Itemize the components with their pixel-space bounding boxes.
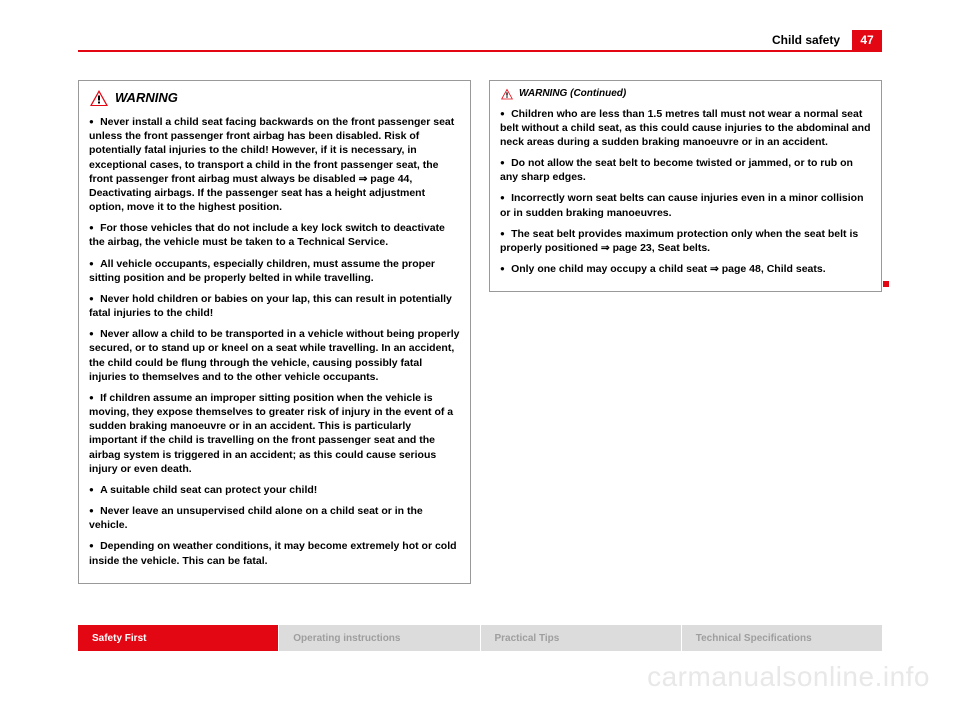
warning-box-right: WARNING (Continued) Children who are les… — [489, 80, 882, 292]
page-number: 47 — [852, 30, 882, 50]
warning-triangle-icon — [500, 88, 514, 100]
footer-tab-practical[interactable]: Practical Tips — [480, 625, 681, 651]
warning-body-left: Never install a child seat facing backwa… — [79, 111, 470, 583]
warning-bullet: A suitable child seat can protect your c… — [89, 483, 460, 497]
warning-bullet: Children who are less than 1.5 metres ta… — [500, 107, 871, 150]
footer-tabs: Safety First Operating instructions Prac… — [78, 625, 882, 651]
manual-page: Child safety 47 WARNING Never install a … — [0, 0, 960, 701]
warning-bullet: Do not allow the seat belt to become twi… — [500, 156, 871, 184]
header-rule — [78, 50, 882, 52]
warning-box-left: WARNING Never install a child seat facin… — [78, 80, 471, 584]
warning-bullet: The seat belt provides maximum protectio… — [500, 227, 871, 255]
warning-bullet: Only one child may occupy a child seat ⇒… — [500, 262, 871, 276]
warning-header-continued: WARNING (Continued) — [490, 81, 881, 103]
warning-bullet: Never hold children or babies on your la… — [89, 292, 460, 320]
warning-header: WARNING — [79, 81, 470, 111]
warning-bullet: Never leave an unsupervised child alone … — [89, 504, 460, 532]
section-title: Child safety — [772, 33, 840, 47]
right-column: WARNING (Continued) Children who are les… — [489, 80, 882, 611]
warning-title: WARNING — [115, 89, 178, 107]
warning-bullet: For those vehicles that do not include a… — [89, 221, 460, 249]
warning-bullet: If children assume an improper sitting p… — [89, 391, 460, 476]
left-column: WARNING Never install a child seat facin… — [78, 80, 471, 611]
warning-title-continued: WARNING (Continued) — [519, 87, 626, 101]
warning-body-right: Children who are less than 1.5 metres ta… — [490, 103, 881, 292]
footer-tab-operating[interactable]: Operating instructions — [278, 625, 479, 651]
footer-tab-technical[interactable]: Technical Specifications — [681, 625, 882, 651]
warning-bullet: All vehicle occupants, especially childr… — [89, 257, 460, 285]
section-end-marker — [883, 281, 889, 287]
footer-tab-safety[interactable]: Safety First — [78, 625, 278, 651]
warning-triangle-icon — [89, 89, 109, 107]
warning-bullet: Never install a child seat facing backwa… — [89, 115, 460, 214]
page-header: Child safety 47 — [78, 28, 882, 52]
content-area: WARNING Never install a child seat facin… — [78, 80, 882, 611]
warning-bullet: Never allow a child to be transported in… — [89, 327, 460, 384]
warning-bullet: Incorrectly worn seat belts can cause in… — [500, 191, 871, 219]
warning-bullet: Depending on weather conditions, it may … — [89, 539, 460, 567]
watermark: carmanualsonline.info — [647, 661, 930, 693]
